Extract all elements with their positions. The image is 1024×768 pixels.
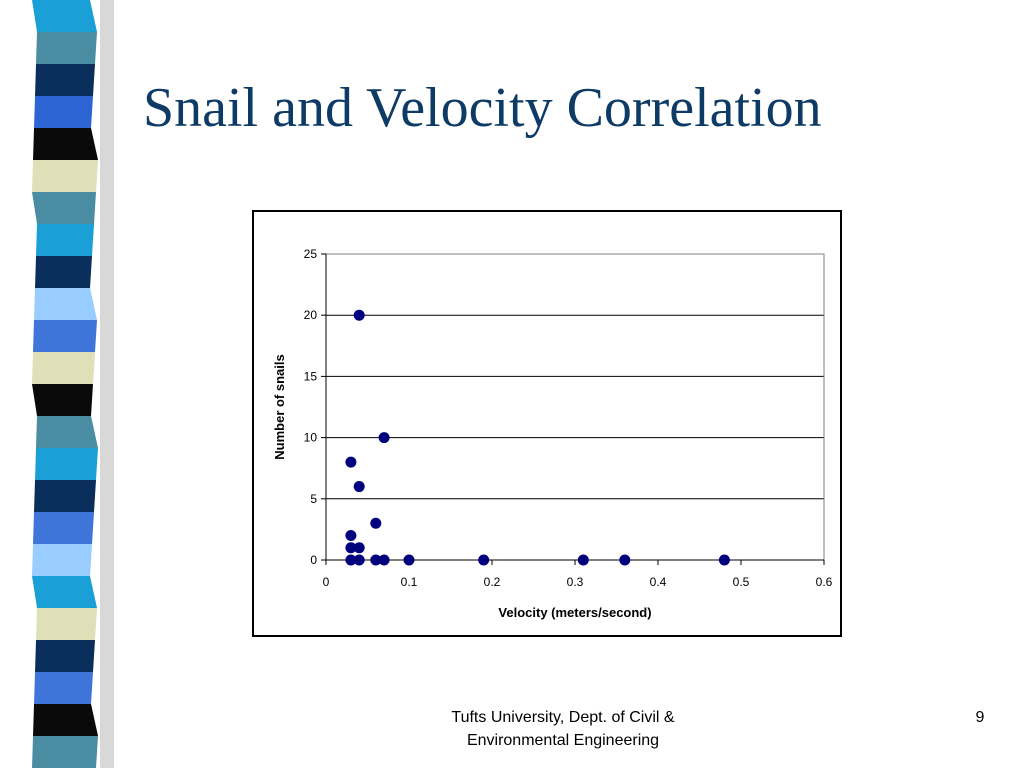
data-point [353,309,365,321]
x-axis-title: Velocity (meters/second) [498,605,651,620]
strip-band [32,192,96,224]
footer-line-1: Tufts University, Dept. of Civil & [451,709,675,726]
slide-title: Snail and Velocity Correlation [143,77,822,139]
strip-band [34,480,96,512]
y-tick-label: 10 [304,431,318,445]
y-axis-title: Number of snails [272,354,287,459]
data-point [478,554,490,566]
strip-band [34,672,93,704]
data-point [353,554,365,566]
strip-band [34,96,93,128]
x-tick-label: 0.1 [401,575,418,589]
x-tick-label: 0.5 [733,575,750,589]
data-point [345,530,357,542]
axis-ticks: 0 5 10 15 20 25 0 0.1 0.2 0.3 0.4 0.5 0.6 [304,247,833,589]
x-tick-label: 0.4 [650,575,667,589]
footer-text: Tufts University, Dept. of Civil & Envir… [413,706,713,752]
page-number: 9 [975,709,985,726]
data-point [345,456,357,468]
data-point [370,517,382,529]
y-tick-label: 0 [310,553,317,567]
strip-shadow [100,0,114,768]
data-point [378,432,390,444]
data-point [378,554,390,566]
strip-band [35,64,95,96]
footer-line-2: Environmental Engineering [466,732,660,749]
strip-band [33,128,98,160]
strip-band [36,608,97,640]
strip-band [36,224,94,256]
strip-band [32,736,98,768]
strip-band [35,448,98,480]
data-point [353,542,365,554]
y-tick-label: 25 [304,247,318,261]
strip-band [33,704,98,736]
scatter-chart: 0 5 10 15 20 25 0 0.1 0.2 0.3 0.4 0.5 0.6 Velocity (… [272,247,833,620]
strip-band [32,0,97,32]
x-tick-label: 0.6 [816,575,833,589]
data-point [403,554,415,566]
y-tick-label: 15 [304,369,318,383]
strip-band [35,256,92,288]
strip-band [33,320,97,352]
x-tick-label: 0 [323,575,330,589]
strip-band [36,32,97,64]
strip-band [32,384,93,416]
data-point [370,554,382,566]
data-point [345,542,357,554]
strip-band [32,160,98,192]
data-point [353,481,365,493]
data-point [345,554,357,566]
x-tick-label: 0.3 [567,575,584,589]
strip-band [36,416,98,448]
chart-container: 0 5 10 15 20 25 0 0.1 0.2 0.3 0.4 0.5 0.6 Velocity (… [252,210,842,637]
decorative-side-strip [32,0,114,768]
data-points [345,309,730,566]
strip-band [33,512,94,544]
data-point [718,554,730,566]
strip-band [32,576,97,608]
plot-area-frame [325,253,825,561]
strip-band [35,640,95,672]
gridlines [326,253,824,500]
data-point [619,554,631,566]
y-tick-label: 20 [304,308,318,322]
y-tick-label: 5 [310,492,317,506]
strip-band [32,544,92,576]
x-tick-label: 0.2 [484,575,501,589]
strip-band [34,288,97,320]
strip-band [32,352,95,384]
data-point [577,554,589,566]
